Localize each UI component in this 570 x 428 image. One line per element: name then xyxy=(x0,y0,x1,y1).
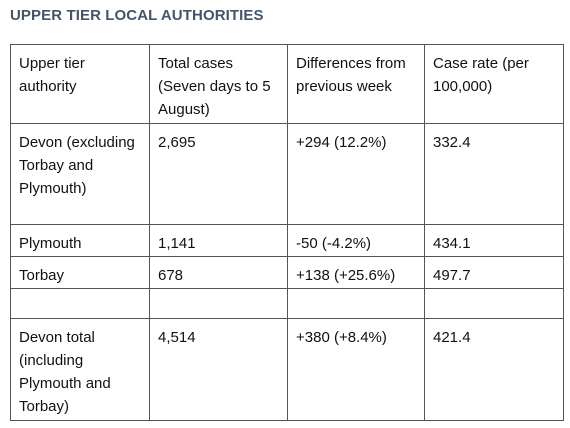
cell: +138 (+25.6%) xyxy=(287,256,425,289)
row: Torbay 678 +138 (+25.6%) 497.7 xyxy=(10,256,564,289)
cell: Devon (excluding Torbay and Plymouth) xyxy=(10,123,150,225)
header-cell: Differences from previous week xyxy=(287,44,425,124)
cell: -50 (-4.2%) xyxy=(287,224,425,257)
row: Devon (excluding Torbay and Plymouth) 2,… xyxy=(10,123,564,225)
title: UPPER TIER LOCAL AUTHORITIES xyxy=(10,7,264,24)
cell: 421.4 xyxy=(424,318,564,421)
empty-cell xyxy=(149,288,288,319)
cell: 497.7 xyxy=(424,256,564,289)
header-row: Upper tier authority Total cases (Seven … xyxy=(10,44,564,124)
cell: 1,141 xyxy=(149,224,288,257)
cell: Torbay xyxy=(10,256,150,289)
cell: 4,514 xyxy=(149,318,288,421)
empty-cell xyxy=(287,288,425,319)
row: Devon total (including Plymouth and Torb… xyxy=(10,318,564,421)
table: Upper tier authority Total cases (Seven … xyxy=(10,44,564,421)
cell: Devon total (including Plymouth and Torb… xyxy=(10,318,150,421)
empty-cell xyxy=(10,288,150,319)
cell: 434.1 xyxy=(424,224,564,257)
cell: +294 (12.2%) xyxy=(287,123,425,225)
cell: 678 xyxy=(149,256,288,289)
empty-cell xyxy=(424,288,564,319)
header-cell: Total cases (Seven days to 5 August) xyxy=(149,44,288,124)
header-cell: Case rate (per 100,000) xyxy=(424,44,564,124)
cell: 332.4 xyxy=(424,123,564,225)
row: Plymouth 1,141 -50 (-4.2%) 434.1 xyxy=(10,224,564,257)
cell: Plymouth xyxy=(10,224,150,257)
header-cell: Upper tier authority xyxy=(10,44,150,124)
empty-row xyxy=(10,288,564,319)
cell: 2,695 xyxy=(149,123,288,225)
cell: +380 (+8.4%) xyxy=(287,318,425,421)
